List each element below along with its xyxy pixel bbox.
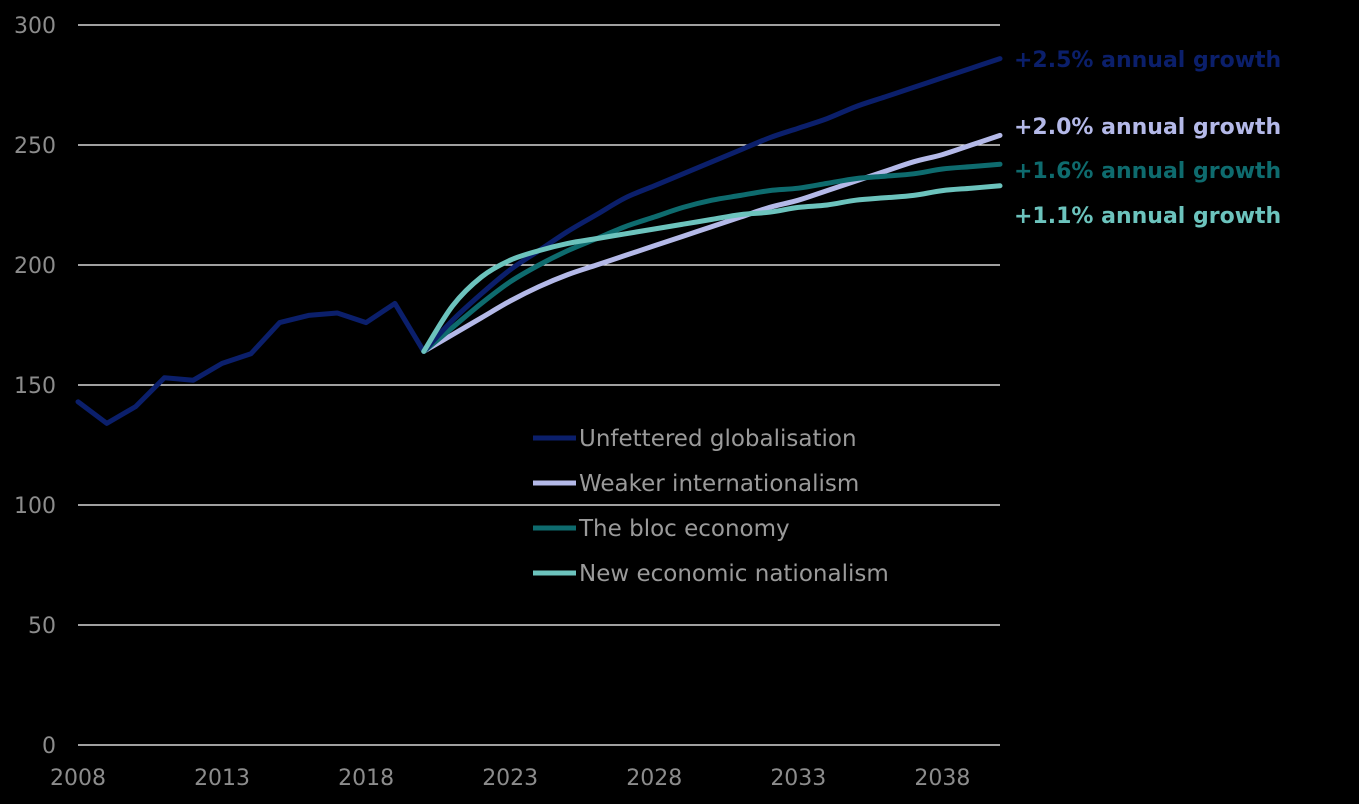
series-line-weaker-internationalism xyxy=(421,132,1003,354)
legend-label-the-bloc-economy: The bloc economy xyxy=(578,516,790,542)
series-line-the-bloc-economy xyxy=(421,161,1003,354)
annotation-unfettered-globalisation: +2.5% annual growth xyxy=(1014,48,1281,73)
series-line-new-economic-nationalism xyxy=(421,183,1003,354)
series-line-unfettered-globalisation xyxy=(421,56,1003,354)
x-tick-label-2018: 2018 xyxy=(338,766,394,791)
x-tick-label-2033: 2033 xyxy=(770,766,826,791)
x-axis-tick-labels: 2008 2013 2018 2023 2028 2033 2038 xyxy=(50,766,970,791)
y-tick-label-250: 250 xyxy=(14,134,56,159)
y-tick-label-200: 200 xyxy=(14,254,56,279)
annotation-weaker-internationalism: +2.0% annual growth xyxy=(1014,115,1281,140)
gridlines xyxy=(78,24,1000,746)
x-tick-label-2008: 2008 xyxy=(50,766,106,791)
y-axis-tick-labels: 0 50 100 150 200 250 300 xyxy=(14,14,56,759)
y-tick-label-150: 150 xyxy=(14,374,56,399)
x-tick-label-2013: 2013 xyxy=(194,766,250,791)
annotation-new-economic-nationalism: +1.1% annual growth xyxy=(1014,204,1281,229)
x-tick-label-2023: 2023 xyxy=(482,766,538,791)
y-tick-label-50: 50 xyxy=(28,614,56,639)
legend: Unfettered globalisation Weaker internati… xyxy=(533,426,889,587)
legend-label-weaker-internationalism: Weaker internationalism xyxy=(579,471,859,497)
x-tick-label-2028: 2028 xyxy=(626,766,682,791)
y-tick-label-100: 100 xyxy=(14,494,56,519)
growth-annotations: +2.5% annual growth +2.0% annual growth +1… xyxy=(1014,48,1281,229)
y-tick-label-0: 0 xyxy=(42,734,56,759)
series-lines xyxy=(75,56,1003,426)
historical-series-line xyxy=(75,300,427,426)
legend-label-new-economic-nationalism: New economic nationalism xyxy=(579,561,889,587)
annotation-the-bloc-economy: +1.6% annual growth xyxy=(1014,159,1281,184)
legend-label-unfettered-globalisation: Unfettered globalisation xyxy=(579,426,857,452)
x-tick-label-2038: 2038 xyxy=(914,766,970,791)
y-tick-label-300: 300 xyxy=(14,14,56,39)
